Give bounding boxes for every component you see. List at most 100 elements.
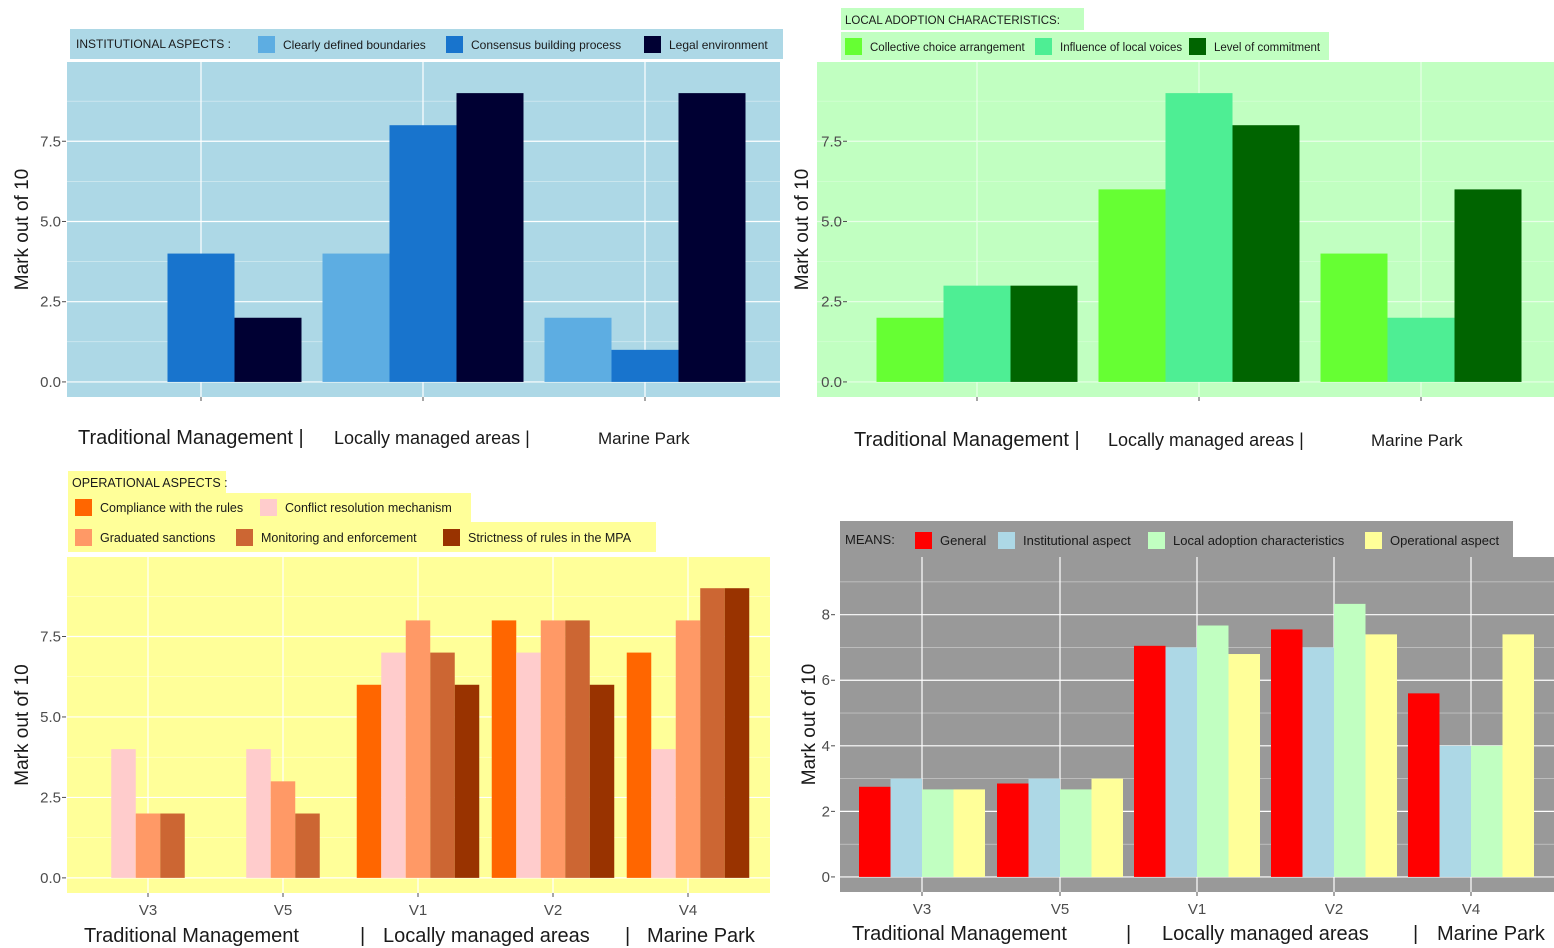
y-axis-label: Mark out of 10 <box>12 169 33 290</box>
x-tick-label: V1 <box>1188 901 1206 918</box>
y-tick-label: 0.0 <box>40 870 61 887</box>
legend-entry: Graduated sanctions <box>100 531 215 545</box>
bar <box>356 684 382 878</box>
y-tick-label: 2.5 <box>40 294 61 311</box>
legend-background <box>840 521 1513 557</box>
bar <box>1060 789 1092 877</box>
legend-entry: Influence of local voices <box>1060 42 1182 54</box>
y-tick-label: 5.0 <box>40 709 61 726</box>
bar <box>876 317 944 382</box>
x-tick-label: V5 <box>1051 901 1069 918</box>
legend-entry: Strictness of rules in the MPA <box>468 531 632 545</box>
legend-swatch <box>1365 532 1382 549</box>
group-label: Traditional Management <box>852 923 1067 945</box>
legend-swatch <box>236 529 253 546</box>
bar <box>724 588 750 878</box>
legend-swatch <box>260 499 277 516</box>
bar <box>1028 778 1060 877</box>
x-tick-label: V4 <box>1462 901 1480 918</box>
legend-background <box>841 8 1084 30</box>
y-axis-label: Mark out of 10 <box>799 664 820 785</box>
bar <box>626 652 652 878</box>
bar <box>1439 745 1471 877</box>
legend-entry: Level of commitment <box>1214 42 1321 54</box>
bar <box>381 652 406 878</box>
y-tick-label: 0.0 <box>821 374 842 391</box>
bar <box>135 813 161 878</box>
bar <box>456 93 524 382</box>
x-tick-label: V3 <box>913 901 931 918</box>
x-tick-label: V2 <box>544 902 562 919</box>
legend-title: OPERATIONAL ASPECTS : <box>72 476 228 490</box>
bar <box>111 749 136 878</box>
bar <box>540 620 566 878</box>
bar <box>516 652 541 878</box>
bar <box>953 789 985 877</box>
legend-background <box>68 522 656 552</box>
bar <box>1165 647 1197 877</box>
bar <box>1197 625 1229 877</box>
y-tick-label: 5.0 <box>821 213 842 230</box>
group-label: Traditional Management | <box>78 427 304 449</box>
bar <box>389 125 457 382</box>
x-tick-label: V5 <box>274 902 292 919</box>
group-label: Locally managed areas <box>383 925 590 947</box>
chart-4: 0 2 4 6 8 Mark out of 10 V3 V5 V1 V2 V4 Traditional… <box>799 521 1554 945</box>
group-label: Traditional Management | <box>854 429 1080 451</box>
legend-swatch <box>644 36 661 53</box>
chart-1: 0.0 2.5 5.0 7.5 Mark out of 10 Traditional Ma… <box>12 29 783 449</box>
bar <box>1502 634 1534 877</box>
y-tick-label: 2.5 <box>40 789 61 806</box>
legend-entry: Operational aspect <box>1390 533 1500 548</box>
legend-swatch <box>915 532 932 549</box>
bar <box>589 684 615 878</box>
legend-swatch <box>845 38 862 55</box>
group-label: Locally managed areas | <box>334 428 530 448</box>
bar <box>1320 253 1388 382</box>
legend-swatch <box>1148 532 1165 549</box>
bar <box>270 781 296 878</box>
bar <box>430 652 455 878</box>
bar <box>943 285 1011 382</box>
y-tick-label: 7.5 <box>40 628 61 645</box>
group-label: Marine Park <box>598 429 690 448</box>
bar <box>1232 125 1300 382</box>
legend-entry: Legal environment <box>669 38 768 52</box>
bar <box>1010 285 1078 382</box>
bar <box>1471 745 1503 877</box>
legend-swatch <box>75 529 92 546</box>
bar <box>678 93 746 382</box>
bar <box>1134 645 1166 877</box>
legend-background <box>841 32 1329 60</box>
legend-background <box>68 471 226 493</box>
bar <box>1165 93 1233 382</box>
x-tick-label: V1 <box>409 902 427 919</box>
bar <box>922 789 954 877</box>
bar <box>1271 629 1303 877</box>
legend-swatch <box>75 499 92 516</box>
legend-entry: Consensus building process <box>471 38 621 52</box>
bar <box>246 749 271 878</box>
y-tick-label: 7.5 <box>821 133 842 150</box>
bar <box>890 778 922 877</box>
x-tick-label: V3 <box>139 902 157 919</box>
legend-swatch <box>1189 38 1206 55</box>
legend-swatch <box>258 36 275 53</box>
legend-entry: Institutional aspect <box>1023 533 1131 548</box>
bar <box>295 813 320 878</box>
bar <box>454 684 480 878</box>
y-axis-label: Mark out of 10 <box>12 664 33 785</box>
legend-title: MEANS: <box>845 532 895 547</box>
legend-entry: General <box>940 533 986 548</box>
bar <box>997 783 1029 877</box>
legend-swatch <box>446 36 463 53</box>
bar <box>675 620 701 878</box>
y-tick-label: 2.5 <box>821 294 842 311</box>
bar <box>651 749 676 878</box>
y-tick-label: 0.0 <box>40 374 61 391</box>
bar <box>1098 189 1166 382</box>
bar <box>1228 654 1260 877</box>
group-label: | <box>1126 923 1131 945</box>
bar <box>565 620 590 878</box>
